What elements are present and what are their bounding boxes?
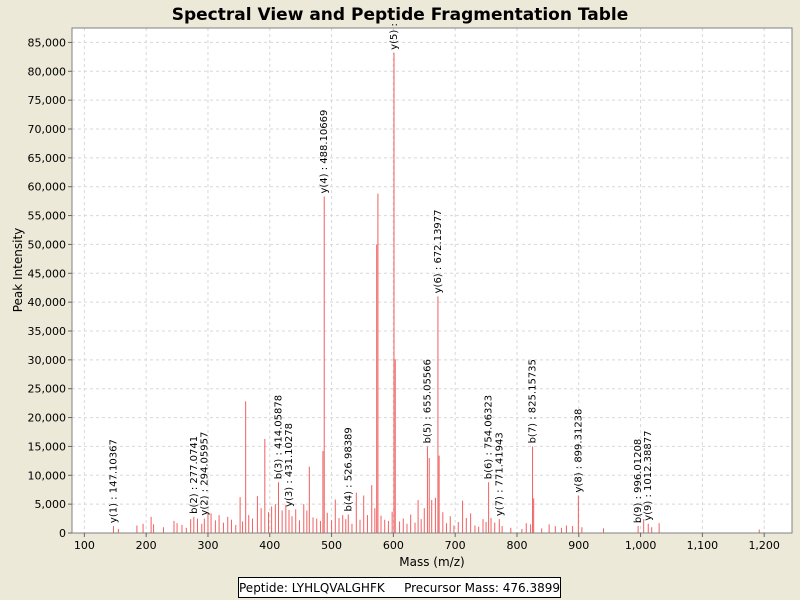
x-tick-label: 400: [259, 539, 280, 552]
y-tick-label: 70,000: [28, 123, 67, 136]
y-tick-label: 55,000: [28, 210, 67, 223]
y-tick-label: 80,000: [28, 65, 67, 78]
x-tick-label: 800: [506, 539, 527, 552]
y-tick-label: 75,000: [28, 94, 67, 107]
x-tick-label: 600: [383, 539, 404, 552]
peak-annotation: y(8) : 899.31238: [573, 409, 584, 493]
peak-annotation: b(4) : 526.98389: [343, 427, 354, 511]
x-tick-label: 300: [197, 539, 218, 552]
y-tick-label: 30,000: [28, 354, 67, 367]
x-axis-label: Mass (m/z): [399, 555, 464, 569]
peak-annotation: b(2) : 277.0741: [189, 436, 200, 514]
x-tick-label: 700: [445, 539, 466, 552]
x-tick-label: 100: [74, 539, 95, 552]
peak-annotation: b(6) : 754.06323: [484, 395, 495, 479]
y-tick-label: 5,000: [35, 498, 67, 511]
peak-annotation: y(7) : 771.41943: [494, 432, 505, 516]
y-tick-label: 65,000: [28, 152, 67, 165]
axes: 0 5,000 10,000 15,000 20,000 25,000 30,000 35,0…: [28, 36, 780, 552]
y-tick-label: 45,000: [28, 267, 67, 280]
peak-annotation: y(6) : 672.13977: [433, 209, 444, 293]
y-tick-label: 50,000: [28, 238, 67, 251]
y-tick-label: 20,000: [28, 412, 67, 425]
peak-annotation: y(3) : 431.10278: [284, 423, 295, 507]
peak-annotation: b(3) : 414.05878: [273, 395, 284, 479]
peak-annotation: y(1) : 147.10367: [108, 439, 119, 523]
peak-annotation: y(4) : 488.10669: [319, 110, 330, 194]
y-tick-label: 35,000: [28, 325, 67, 338]
y-tick-label: 85,000: [28, 36, 67, 49]
x-tick-label: 1,100: [687, 539, 719, 552]
peak-annotation: y(2) : 294.05957: [199, 432, 210, 516]
y-tick-label: 15,000: [28, 440, 67, 453]
x-tick-label: 500: [321, 539, 342, 552]
chart-title: Spectral View and Peptide Fragmentation …: [172, 5, 629, 25]
y-tick-label: 0: [59, 527, 66, 540]
x-tick-label: 1,200: [748, 539, 780, 552]
x-tick-label: 200: [136, 539, 157, 552]
peak-annotation: y(5) :: [389, 23, 400, 50]
peak-annotation: b(7) : 825.15735: [528, 359, 539, 443]
legend-precursor-mass: Precursor Mass: 476.3899: [404, 580, 560, 595]
x-tick-label: 900: [568, 539, 589, 552]
y-tick-label: 25,000: [28, 383, 67, 396]
peaks: [112, 52, 760, 533]
y-axis-label: Peak Intensity: [11, 228, 25, 313]
y-tick-label: 40,000: [28, 296, 67, 309]
peak-annotation: y(9) : 1012.38877: [643, 431, 654, 521]
peak-annotation: b(5) : 655.05566: [422, 359, 433, 443]
peak-annotations: y(1) : 147.10367 b(2) : 277.0741 y(2) : 29…: [108, 23, 654, 523]
legend-box: Peptide: LYHLQVALGHFK Precursor Mass: 47…: [238, 577, 561, 598]
y-tick-label: 60,000: [28, 181, 67, 194]
x-tick-label: 1,000: [625, 539, 657, 552]
peak-annotation: b(9) : 996.01208: [633, 439, 644, 523]
grid-lines: [72, 28, 792, 533]
plot-area: [72, 28, 792, 533]
legend-peptide: Peptide: LYHLQVALGHFK: [239, 580, 385, 595]
plot-border: [71, 27, 793, 534]
y-tick-label: 10,000: [28, 469, 67, 482]
